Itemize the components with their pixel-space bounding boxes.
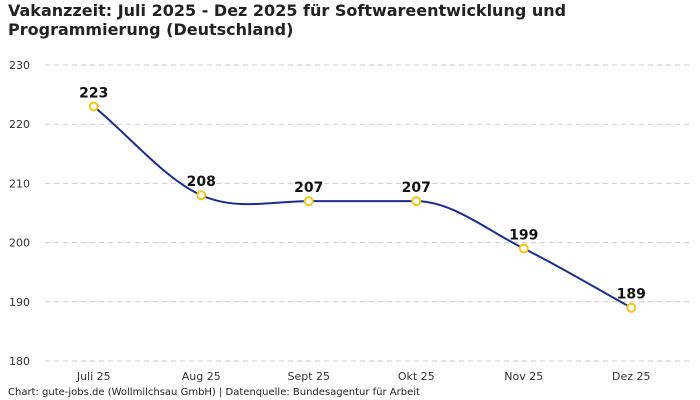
chart-title: Vakanzzeit: Juli 2025 - Dez 2025 für Sof… — [8, 1, 567, 39]
data-point — [518, 243, 529, 254]
data-point — [88, 101, 99, 112]
y-tick-label: 220 — [9, 118, 30, 131]
data-point — [303, 196, 314, 207]
series-line — [93, 105, 632, 309]
data-label: 223 — [79, 85, 108, 101]
data-label: 208 — [187, 174, 216, 190]
x-tick-label: Juli 25 — [76, 370, 111, 383]
chart-footer: Chart: gute-jobs.de (Wollmilchsau GmbH) … — [8, 387, 420, 398]
data-label: 189 — [617, 287, 646, 303]
data-label: 207 — [294, 180, 323, 196]
data-point — [411, 196, 422, 207]
data-point — [196, 190, 207, 201]
data-label: 199 — [509, 228, 538, 244]
x-tick-label: Nov 25 — [504, 370, 543, 383]
x-tick-label: Aug 25 — [182, 370, 221, 383]
data-point — [626, 302, 637, 313]
y-tick-label: 190 — [9, 296, 30, 309]
x-tick-label: Dez 25 — [612, 370, 651, 383]
y-tick-label: 200 — [9, 237, 30, 250]
x-tick-label: Sept 25 — [287, 370, 330, 383]
x-tick-label: Okt 25 — [398, 370, 435, 383]
y-tick-label: 230 — [9, 59, 30, 72]
data-label: 207 — [402, 180, 431, 196]
y-tick-label: 180 — [9, 355, 30, 368]
y-tick-label: 210 — [9, 177, 30, 190]
